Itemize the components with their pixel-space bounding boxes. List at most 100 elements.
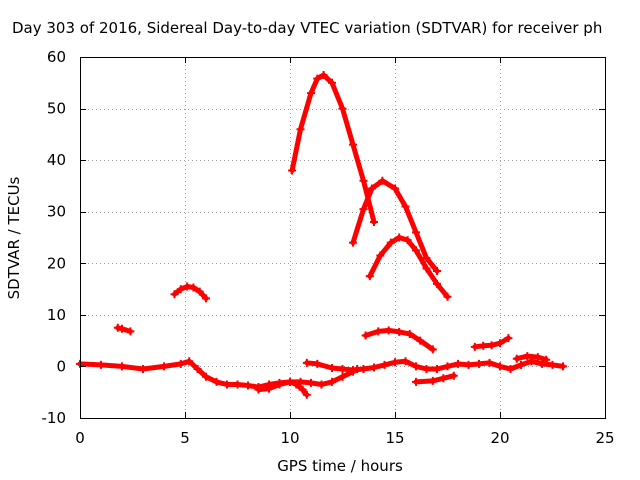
y-tick-label: 40 (47, 151, 66, 169)
series-arc-peak-36-points (349, 176, 441, 276)
data-point (439, 374, 448, 383)
data-point (470, 342, 479, 351)
data-point (542, 355, 551, 364)
data-point (370, 218, 378, 227)
y-tick-label: 0 (56, 357, 66, 375)
y-tick-label: -10 (42, 409, 67, 427)
data-point (533, 353, 542, 362)
data-point (349, 140, 357, 149)
data-point (183, 282, 192, 291)
data-point (401, 202, 410, 211)
series-arc-early-2h-points (113, 323, 135, 336)
data-point (313, 359, 322, 368)
series-mid-low-2 (413, 373, 457, 385)
data-point (328, 363, 336, 372)
data-point (443, 362, 452, 371)
data-point (189, 283, 198, 292)
data-point (380, 360, 389, 369)
data-point (296, 377, 305, 386)
data-point (496, 362, 504, 371)
data-point (391, 184, 399, 193)
data-point (412, 228, 420, 237)
data-point (433, 279, 441, 288)
data-point (361, 331, 370, 340)
x-tick-label: 15 (385, 429, 404, 447)
data-point (170, 290, 179, 299)
data-point (223, 380, 231, 389)
data-point (464, 360, 473, 369)
data-point (416, 336, 425, 345)
data-point (384, 326, 393, 335)
data-point (139, 365, 147, 374)
data-point (496, 339, 504, 348)
data-point (307, 89, 315, 98)
chart-title: Day 303 of 2016, Sidereal Day-to-day VTE… (12, 19, 602, 37)
data-point (160, 362, 168, 371)
data-point (395, 327, 404, 336)
data-point (113, 323, 122, 332)
data-point (433, 365, 441, 374)
data-point (193, 365, 202, 374)
data-point (479, 341, 488, 350)
data-point (254, 385, 263, 394)
data-point (412, 246, 420, 255)
data-point (288, 166, 297, 175)
data-point (302, 358, 311, 367)
data-point (523, 352, 532, 361)
data-point (487, 341, 496, 350)
series-arc-low-6-points (361, 326, 437, 354)
data-point (313, 74, 322, 83)
data-point (517, 360, 525, 369)
data-point (176, 359, 185, 368)
data-point (391, 358, 399, 367)
y-tick-label: 30 (47, 203, 66, 221)
data-point (422, 365, 431, 374)
data-point (202, 294, 210, 303)
data-point (302, 390, 311, 399)
data-point (422, 264, 431, 273)
y-tick-label: 20 (47, 254, 66, 272)
data-point (328, 377, 336, 386)
data-point (412, 362, 420, 371)
data-point (370, 363, 378, 372)
data-point (428, 345, 437, 354)
y-tick-label: 10 (47, 306, 66, 324)
data-point (317, 380, 326, 389)
data-point (412, 377, 420, 386)
y-tick-label: 50 (47, 100, 66, 118)
data-point (378, 176, 387, 185)
data-point (376, 251, 385, 260)
data-point (422, 254, 431, 263)
data-point (319, 71, 328, 80)
series-arc-early-5h-points (170, 282, 210, 303)
data-point (296, 125, 305, 134)
series-late-dip-points (254, 377, 311, 399)
series-arc-late-2-points (512, 352, 551, 364)
data-point (195, 287, 204, 296)
data-point (338, 372, 347, 381)
data-point (428, 376, 437, 385)
data-point (454, 359, 462, 368)
data-point (359, 365, 368, 374)
series-arc-late-2 (514, 353, 549, 363)
y-axis-label: SDTVAR / TECUs (5, 176, 23, 299)
data-point (449, 371, 458, 380)
data-point (506, 365, 515, 374)
data-point (512, 354, 521, 363)
series-arc-peak-56 (289, 72, 377, 225)
axis-ticks: 0 5 10 15 20 25 -10 0 10 20 30 40 50 60 (42, 48, 615, 447)
series-arc-peak-25-points (365, 233, 452, 301)
data-point (338, 365, 347, 374)
data-point (485, 358, 494, 367)
data-point (475, 359, 483, 368)
data-point (307, 378, 315, 387)
data-point (298, 385, 307, 394)
data-point (244, 381, 252, 390)
data-point (349, 366, 357, 375)
data-point (504, 334, 513, 343)
x-axis-label: GPS time / hours (277, 457, 403, 475)
data-point (401, 357, 410, 366)
data-point (403, 236, 412, 245)
data-point (359, 176, 368, 185)
